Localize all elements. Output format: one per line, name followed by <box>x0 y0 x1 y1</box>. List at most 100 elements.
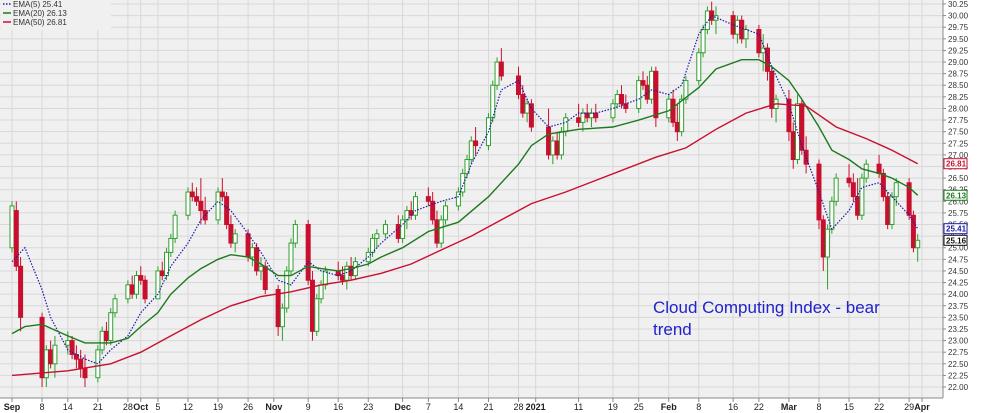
ema-lines <box>11 14 919 377</box>
candle-body <box>550 140 556 156</box>
candle-body <box>880 172 886 198</box>
candle-body <box>129 284 135 295</box>
x-tick-label: 25 <box>634 402 644 412</box>
x-tick-label: 15 <box>844 402 854 412</box>
y-tick-label: 28.25 <box>948 93 969 102</box>
candle-body <box>494 61 500 86</box>
candle-body <box>734 19 740 35</box>
candle-body <box>159 270 165 277</box>
candle-body <box>524 103 530 114</box>
y-tick-label: 24.75 <box>948 255 969 264</box>
x-tick-label: 14 <box>453 402 463 412</box>
candle-body <box>73 354 79 360</box>
candle-body <box>554 140 560 156</box>
candle-body <box>696 52 702 82</box>
candle-body <box>520 94 526 114</box>
chart-annotation: Cloud Computing Index - bear trend <box>653 298 880 339</box>
candle-body <box>679 98 685 133</box>
candle-body <box>516 75 522 96</box>
legend-label: EMA(5) 25.41 <box>13 0 63 9</box>
candle-body <box>434 219 440 244</box>
y-tick-label: 24.50 <box>948 267 969 276</box>
candle-body <box>546 126 552 156</box>
candle-body <box>649 70 655 100</box>
candle-body <box>558 131 564 156</box>
y-axis-panel <box>943 0 981 413</box>
y-tick-label: 27.75 <box>948 116 969 125</box>
candle-body <box>893 182 899 198</box>
x-tick-label: 21 <box>93 402 103 412</box>
y-tick-label: 28.00 <box>948 104 969 113</box>
x-tick-label: 8 <box>696 402 701 412</box>
candle-body <box>619 94 625 105</box>
y-tick-label: 29.50 <box>948 35 969 44</box>
candle-body <box>640 80 646 86</box>
y-tick-label: 30.25 <box>948 0 969 9</box>
candle-body <box>314 298 320 332</box>
candle-body <box>855 196 861 216</box>
candle-body <box>769 70 775 109</box>
last-value-tags: 26.81 26.13 25.41 25.16 <box>943 158 968 246</box>
candle-body <box>228 224 234 244</box>
candle-body <box>910 214 916 249</box>
candle-body <box>78 358 84 369</box>
candle-body <box>683 80 689 100</box>
candle-body <box>666 98 672 119</box>
candle-body <box>103 330 109 342</box>
candle-body <box>258 265 264 272</box>
candle-body <box>395 224 401 239</box>
candle-body <box>825 228 831 258</box>
x-tick-label: Oct <box>133 402 148 412</box>
y-tick-label: 25.00 <box>948 244 969 253</box>
candle-body <box>820 219 826 258</box>
x-tick-label: Nov <box>265 402 282 412</box>
candle-body <box>52 344 58 365</box>
x-tick-label: 19 <box>608 402 618 412</box>
candle-body <box>460 172 466 193</box>
candle-body <box>636 80 642 109</box>
x-tick-label: Mar <box>781 402 798 412</box>
candle-body <box>232 233 238 244</box>
candle-body <box>790 131 796 161</box>
candle-body <box>584 112 590 119</box>
y-tick-label: 23.75 <box>948 302 969 311</box>
candle-body <box>739 19 745 40</box>
value-tag-box <box>943 223 968 235</box>
value-tag-box <box>943 158 968 170</box>
y-tick-label: 24.25 <box>948 279 969 288</box>
candle-body <box>464 159 470 174</box>
candle-body <box>112 298 118 314</box>
candle-body <box>284 270 290 309</box>
y-tick-label: 28.75 <box>948 70 969 79</box>
candle-body <box>39 316 45 379</box>
x-tick-label: 28 <box>514 402 524 412</box>
x-tick-label: Dec <box>394 402 411 412</box>
candle-body <box>438 219 444 244</box>
candle-body <box>82 367 88 379</box>
candle-body <box>430 200 436 221</box>
x-tick-label: Apr <box>914 402 930 412</box>
candle-body <box>580 112 586 123</box>
x-tick-label: 14 <box>63 402 73 412</box>
candle-body <box>889 196 895 226</box>
y-tick-label: 28.50 <box>948 81 969 90</box>
candle-body <box>189 191 195 198</box>
candle-body <box>443 205 449 221</box>
value-tag-box <box>943 234 968 246</box>
candle-body <box>588 112 594 119</box>
y-tick-label: 30.00 <box>948 12 969 21</box>
candle-body <box>455 191 461 207</box>
candle-body <box>473 140 479 147</box>
ema-line <box>11 103 919 377</box>
candle-body <box>133 275 139 295</box>
candle-body <box>219 191 225 198</box>
ema-line <box>11 59 919 344</box>
ema-line <box>11 14 919 365</box>
candle-body <box>528 103 534 128</box>
x-tick-label: 16 <box>333 402 343 412</box>
y-tick-label: 22.25 <box>948 371 969 380</box>
x-tick-label: 19 <box>213 402 223 412</box>
candle-body <box>846 177 852 184</box>
value-tag-label: 26.13 <box>946 191 967 200</box>
x-tick-label: 8 <box>40 402 45 412</box>
